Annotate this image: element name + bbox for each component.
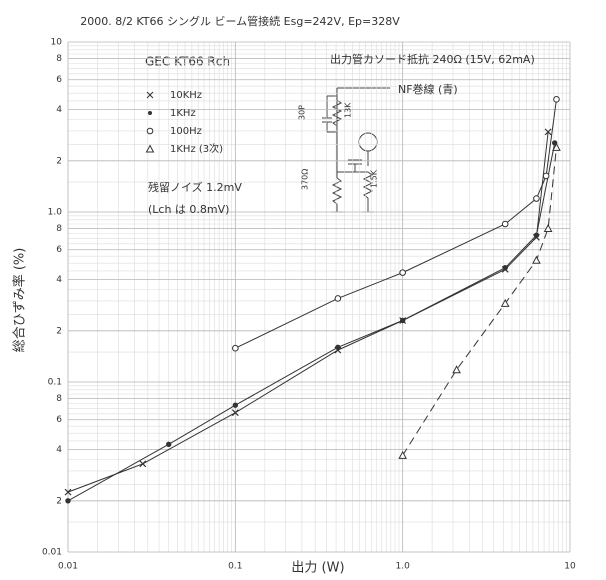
- x-tick-label: 1.0: [396, 562, 411, 572]
- marker: [335, 344, 341, 350]
- y-tick-label: 8: [56, 54, 62, 64]
- legend-label: 1KHz (3次): [170, 142, 223, 155]
- annotation: NF巻線 (青): [398, 82, 458, 96]
- marker: [533, 232, 540, 238]
- x-tick-label: 10: [564, 562, 576, 572]
- marker: [64, 488, 72, 496]
- legend-marker: [146, 127, 154, 135]
- annotation: 370Ω: [301, 169, 310, 190]
- legend-symbol: [146, 91, 154, 99]
- legend-symbol: [146, 127, 154, 135]
- annotation: 1.5K: [370, 169, 379, 188]
- y-tick-label: 2: [56, 156, 62, 166]
- legend-label: 1KHz: [170, 108, 196, 119]
- legend-symbol: [148, 111, 152, 115]
- marker: [232, 344, 239, 352]
- y-tick-label: 6: [56, 75, 62, 85]
- marker: [65, 498, 71, 504]
- legend-label: 100Hz: [170, 126, 202, 137]
- y-tick-label: 4: [56, 445, 62, 455]
- marker: [502, 265, 508, 271]
- marker: [542, 172, 550, 180]
- y-tick-label: 6: [56, 245, 62, 255]
- marker: [543, 223, 553, 232]
- subtitle: GEC KT66 Rch: [145, 55, 230, 69]
- x-tick-label: 0.1: [228, 562, 242, 572]
- marker: [552, 142, 561, 151]
- marker: [139, 460, 147, 468]
- x-axis-label: 出力 (W): [291, 561, 344, 576]
- grid: [67, 41, 571, 553]
- x-tick-label: 0.01: [58, 562, 78, 572]
- annotation: 30P: [298, 105, 307, 120]
- y-tick-label: 1.0: [48, 208, 63, 218]
- y-tick-label: 8: [56, 224, 62, 234]
- marker: [334, 295, 342, 302]
- y-tick-label: 0.1: [48, 378, 62, 388]
- marker: [501, 220, 509, 228]
- y-tick-label: 4: [56, 275, 62, 285]
- marker: [544, 128, 552, 136]
- marker: [166, 441, 172, 448]
- circuit: [322, 87, 390, 213]
- marker: [533, 195, 540, 202]
- marker: [231, 409, 239, 417]
- legend-symbol: [145, 144, 155, 153]
- marker: [232, 402, 239, 408]
- legend-marker: [145, 144, 155, 153]
- annotation: 出力管カソード抵抗 240Ω (15V, 62mA): [330, 52, 535, 66]
- y-tick-label: 6: [56, 415, 62, 425]
- marker: [500, 298, 510, 307]
- marker: [399, 269, 406, 276]
- y-tick-label: 2: [56, 326, 62, 336]
- marker: [399, 317, 406, 324]
- legend-marker: [148, 111, 152, 115]
- series-line: [67, 142, 556, 502]
- marker: [532, 255, 541, 264]
- y-axis-label: 総合ひずみ率 (%): [12, 248, 28, 353]
- marker: [551, 140, 558, 146]
- marker: [553, 96, 560, 103]
- annotation: 13K: [344, 102, 353, 118]
- marker: [452, 365, 461, 374]
- y-tick-label: 4: [56, 105, 62, 115]
- legend-marker: [146, 91, 154, 99]
- marker: [398, 450, 408, 459]
- y-tick-label: 2: [56, 496, 62, 506]
- y-tick-label: 8: [56, 394, 62, 404]
- series-line: [67, 131, 549, 493]
- annotation: (Lch は 0.8mV): [148, 203, 229, 216]
- annotation: 残留ノイズ 1.2mV: [148, 180, 242, 194]
- chart-title: 2000. 8/2 KT66 シングル ビーム管接続 Esg=242V, Ep=…: [80, 14, 400, 28]
- legend-label: 10KHz: [170, 90, 202, 101]
- y-tick-label: 0.01: [42, 548, 62, 558]
- series-line: [402, 147, 557, 456]
- y-tick-label: 10: [51, 38, 63, 48]
